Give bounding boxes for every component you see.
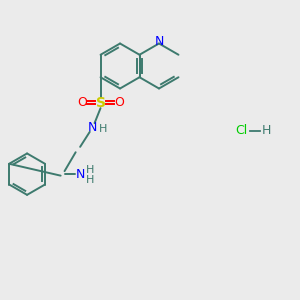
Text: Cl: Cl (236, 124, 247, 137)
Text: O: O (114, 96, 124, 109)
Text: S: S (95, 96, 106, 110)
Text: N: N (76, 168, 86, 181)
Text: N: N (88, 121, 97, 134)
Text: O: O (77, 96, 87, 109)
Text: N: N (155, 34, 165, 48)
Text: H: H (86, 175, 94, 184)
Text: H: H (261, 124, 271, 137)
Text: H: H (86, 165, 94, 175)
Text: H: H (99, 124, 108, 134)
